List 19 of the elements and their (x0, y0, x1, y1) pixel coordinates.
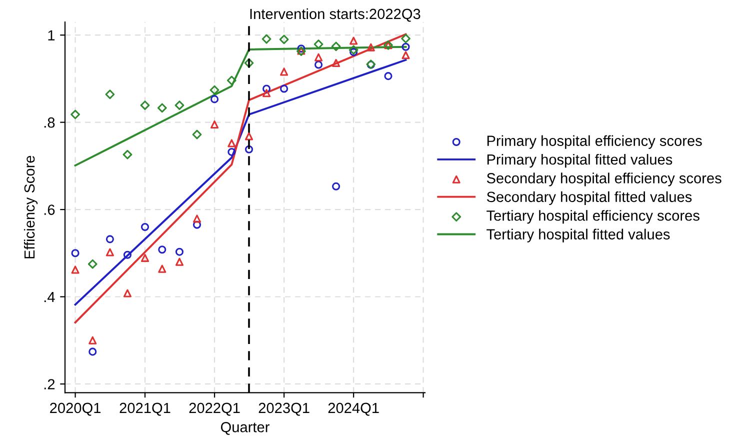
legend-label: Tertiary hospital fitted values (486, 228, 670, 242)
x-tick-label: 2022Q1 (189, 402, 240, 416)
legend-label: Secondary hospital fitted values (486, 191, 692, 205)
x-tick-label: 2020Q1 (50, 402, 101, 416)
x-tick-label: 2021Q1 (120, 402, 170, 416)
legend-label: Primary hospital efficiency scores (487, 135, 702, 149)
y-tick-label: .8 (44, 117, 55, 128)
y-axis-title: Efficiency Score (24, 156, 38, 258)
legend-label: Secondary hospital efficiency scores (486, 172, 722, 186)
y-tick-label: .6 (44, 204, 55, 215)
y-tick-label: .4 (44, 292, 55, 302)
legend-label: Tertiary hospital efficiency scores (486, 210, 700, 224)
x-tick-label: 2024Q1 (328, 402, 379, 416)
y-tick-label: 1 (48, 30, 55, 40)
x-tick-label: 2023Q1 (258, 402, 310, 416)
x-axis-title: Quarter (220, 422, 270, 435)
ref-line-label: Intervention starts:2022Q3 (250, 8, 420, 22)
y-tick-label: .2 (44, 379, 55, 390)
legend-label: Primary hospital fitted values (487, 154, 672, 168)
